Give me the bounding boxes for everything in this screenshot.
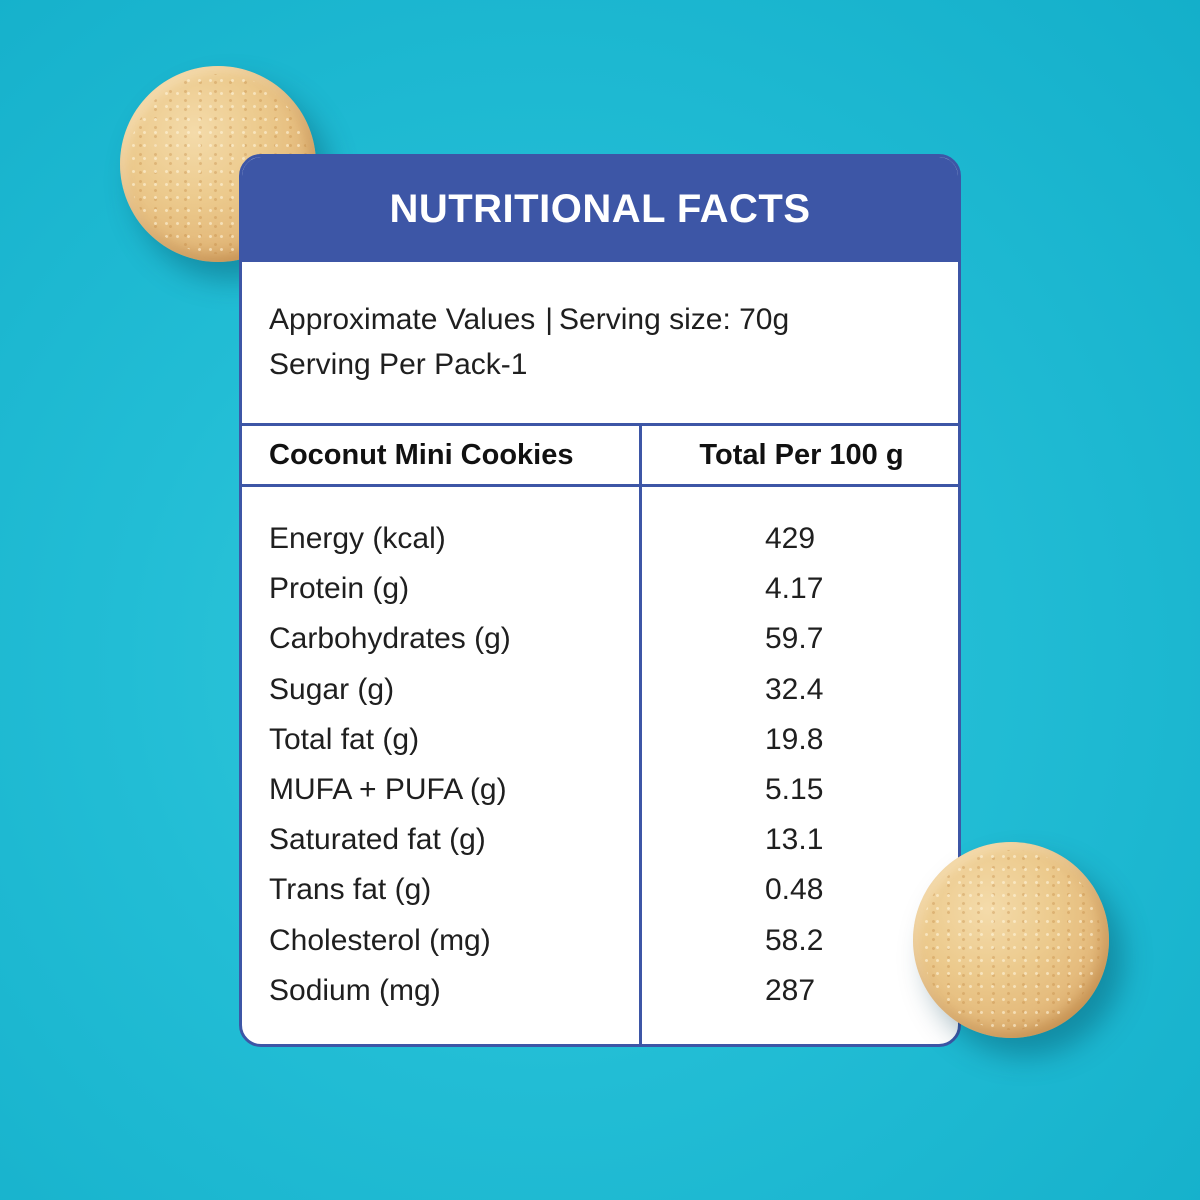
table-row: Sodium (mg) 287 [242, 966, 958, 1016]
serving-per-pack-label: Serving Per Pack-1 [269, 348, 528, 381]
nutrient-name: Energy (kcal) [269, 522, 446, 555]
nutrition-facts-card: NUTRITIONAL FACTS Approximate Values | Ser… [239, 154, 961, 1047]
nutrient-rows: Energy (kcal) 429 Protein (g) 4.17 Carbo… [242, 514, 958, 1016]
column-divider [639, 423, 642, 1044]
table-row: Saturated fat (g) 13.1 [242, 815, 958, 865]
card-title: NUTRITIONAL FACTS [242, 157, 958, 262]
nutrient-name: Sodium (mg) [269, 973, 441, 1007]
nutrient-name: Cholesterol (mg) [269, 923, 491, 957]
nutrient-value: 59.7 [765, 622, 824, 656]
nutrient-value: 58.2 [765, 923, 824, 957]
column-header-product: Coconut Mini Cookies [269, 438, 574, 471]
nutrient-name: Protein (g) [269, 572, 410, 606]
table-row: Carbohydrates (g) 59.7 [242, 614, 958, 664]
table-row: Protein (g) 4.17 [242, 564, 958, 614]
table-row: Energy (kcal) 429 [242, 514, 958, 564]
approximate-values-label: Approximate Values [269, 303, 536, 336]
nutrient-value: 13.1 [765, 823, 824, 857]
cookie-image-bottom [913, 842, 1109, 1038]
nutrient-value: 32.4 [765, 672, 824, 706]
table-row: MUFA + PUFA (g) 5.15 [242, 765, 958, 815]
serving-size-label: Serving size: 70g [559, 303, 790, 336]
nutrient-name: Total fat (g) [269, 722, 420, 756]
nutrient-value: 429 [765, 522, 816, 555]
nutrient-value: 287 [765, 973, 816, 1007]
nutrient-name: Saturated fat (g) [269, 823, 486, 857]
table-header-divider [242, 484, 958, 487]
table-row: Total fat (g) 19.8 [242, 715, 958, 765]
table-row: Sugar (g) 32.4 [242, 665, 958, 715]
nutrient-name: MUFA + PUFA (g) [269, 772, 507, 806]
nutrient-value: 19.8 [765, 722, 824, 756]
nutrient-name: Carbohydrates (g) [269, 622, 511, 656]
serving-info: Approximate Values | Serving size: 70g Ser… [269, 297, 789, 387]
table-row: Trans fat (g) 0.48 [242, 865, 958, 915]
nutrient-name: Trans fat (g) [269, 873, 432, 907]
nutrient-value: 5.15 [765, 772, 824, 806]
nutrient-value: 4.17 [765, 572, 824, 606]
nutrient-name: Sugar (g) [269, 672, 395, 706]
nutrient-value: 0.48 [765, 873, 824, 907]
column-header-value: Total Per 100 g [699, 438, 904, 471]
table-row: Cholesterol (mg) 58.2 [242, 916, 958, 966]
separator: | [545, 303, 554, 336]
table-top-divider [242, 423, 958, 426]
